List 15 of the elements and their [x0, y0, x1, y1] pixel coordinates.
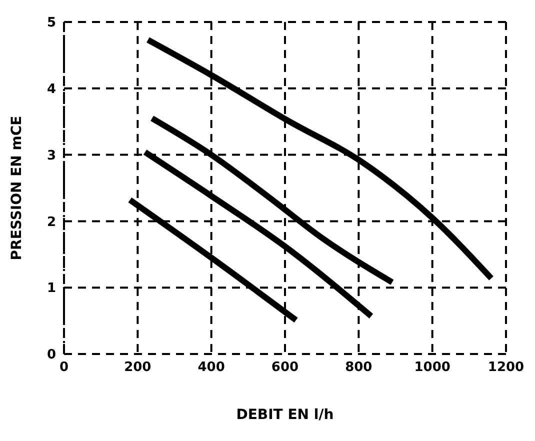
x-tick-label: 1000	[414, 360, 450, 376]
y-tick-label: 3	[46, 148, 56, 164]
x-tick-label: 800	[345, 360, 372, 376]
x-tick-label: 0	[59, 360, 69, 376]
x-tick-label: 1200	[488, 360, 524, 376]
x-axis-title: DEBIT EN l/h	[236, 407, 334, 423]
x-tick-label: 400	[198, 360, 225, 376]
y-tick-label: 2	[46, 214, 56, 230]
y-tick-label: 1	[46, 281, 56, 296]
x-tick-label: 600	[271, 360, 299, 376]
y-tick-label: 5	[46, 16, 56, 31]
y-tick-label: 4	[46, 82, 56, 98]
y-tick-label: 0	[46, 348, 56, 363]
y-axis-title: PRESSION EN mCE	[8, 116, 25, 260]
x-tick-label: 200	[124, 360, 152, 376]
